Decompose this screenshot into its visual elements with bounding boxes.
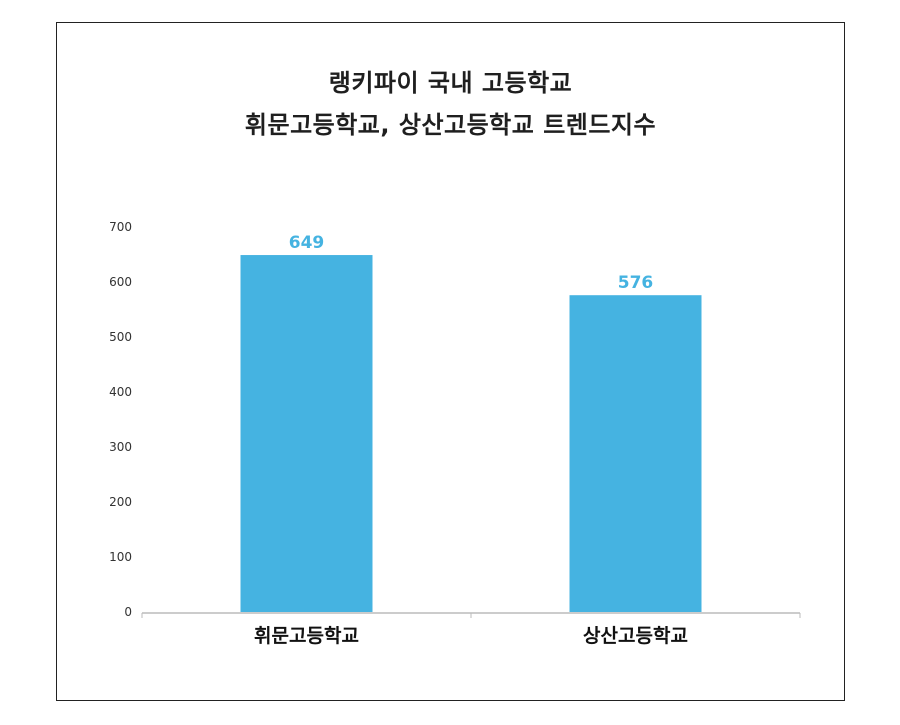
y-axis-ticks: 0 100 200 300 400 500 600 700: [109, 220, 132, 619]
bar: [569, 295, 702, 612]
x-category-label: 상산고등학교: [583, 625, 688, 647]
y-tick-label: 600: [109, 275, 132, 289]
y-tick-label: 200: [109, 495, 132, 509]
bar: [240, 255, 373, 613]
y-tick-label: 300: [109, 440, 132, 454]
y-tick-label: 500: [109, 330, 132, 344]
y-tick-label: 100: [109, 550, 132, 564]
y-tick-label: 0: [124, 605, 132, 619]
y-tick-label: 700: [109, 220, 132, 234]
x-category-label: 휘문고등학교: [254, 625, 359, 647]
x-axis: [141, 612, 801, 618]
bar-data-label: 576: [618, 273, 654, 293]
chart-frame: 랭키파이 국내 고등학교 휘문고등학교, 상산고등학교 트렌드지수: [56, 22, 845, 701]
category-labels-group: 휘문고등학교 상산고등학교: [254, 625, 688, 647]
y-tick-label: 400: [109, 385, 132, 399]
chart-title-line-1: 랭키파이 국내 고등학교: [328, 69, 573, 97]
bars-group: [240, 255, 702, 613]
bar-data-label: 649: [289, 233, 325, 253]
chart-title-line-2: 휘문고등학교, 상산고등학교 트렌드지수: [244, 111, 657, 139]
data-labels-group: 649 576: [289, 233, 654, 293]
